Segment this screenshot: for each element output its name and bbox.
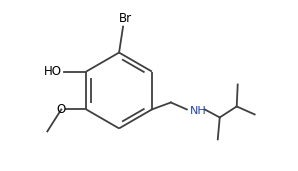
Text: NH: NH <box>190 106 207 116</box>
Text: HO: HO <box>44 65 62 78</box>
Text: O: O <box>56 103 65 116</box>
Text: Br: Br <box>119 12 132 25</box>
